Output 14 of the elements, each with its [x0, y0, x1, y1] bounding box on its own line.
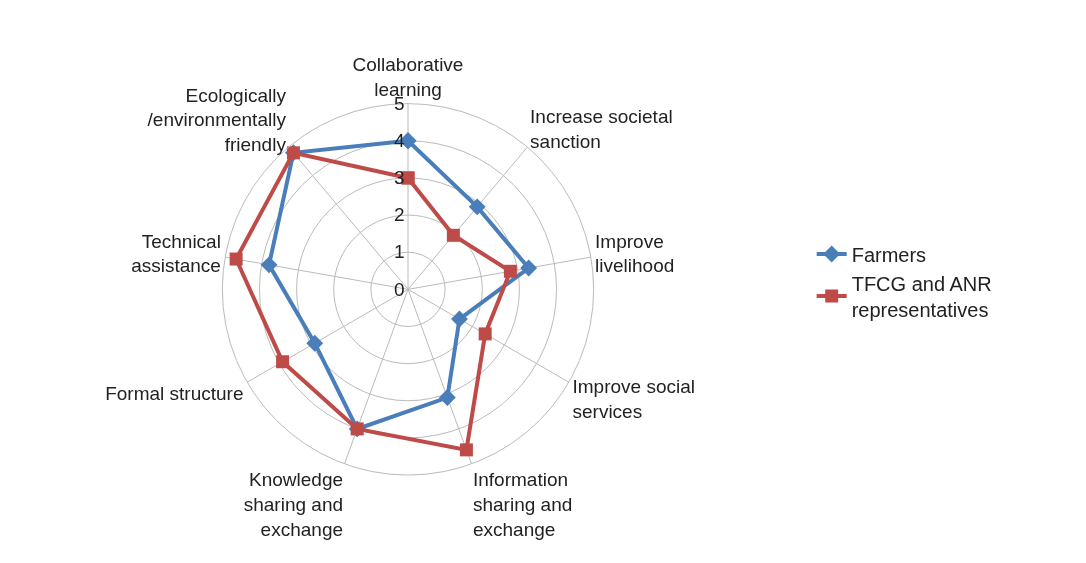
y-tick-label: 2 [394, 204, 405, 226]
spoke-label: Improve livelihood [595, 230, 675, 277]
spoke-label: Information sharing and exchange [472, 469, 573, 540]
spoke-label: Increase societal sanction [530, 106, 673, 153]
y-tick-label: 4 [394, 129, 406, 151]
spoke-label: Ecologically /environmentally friendly [147, 84, 287, 155]
spoke-label: Formal structure [105, 382, 244, 404]
legend-label: TFCG and ANR representatives [851, 272, 992, 321]
spoke-label: Improve social services [572, 376, 696, 423]
y-tick-label: 0 [394, 278, 405, 300]
spoke-label: Knowledge sharing and exchange [243, 469, 344, 540]
y-tick-label: 1 [394, 241, 405, 263]
spoke-label: Technical assistance [131, 230, 221, 277]
legend-label: Farmers [851, 243, 927, 266]
